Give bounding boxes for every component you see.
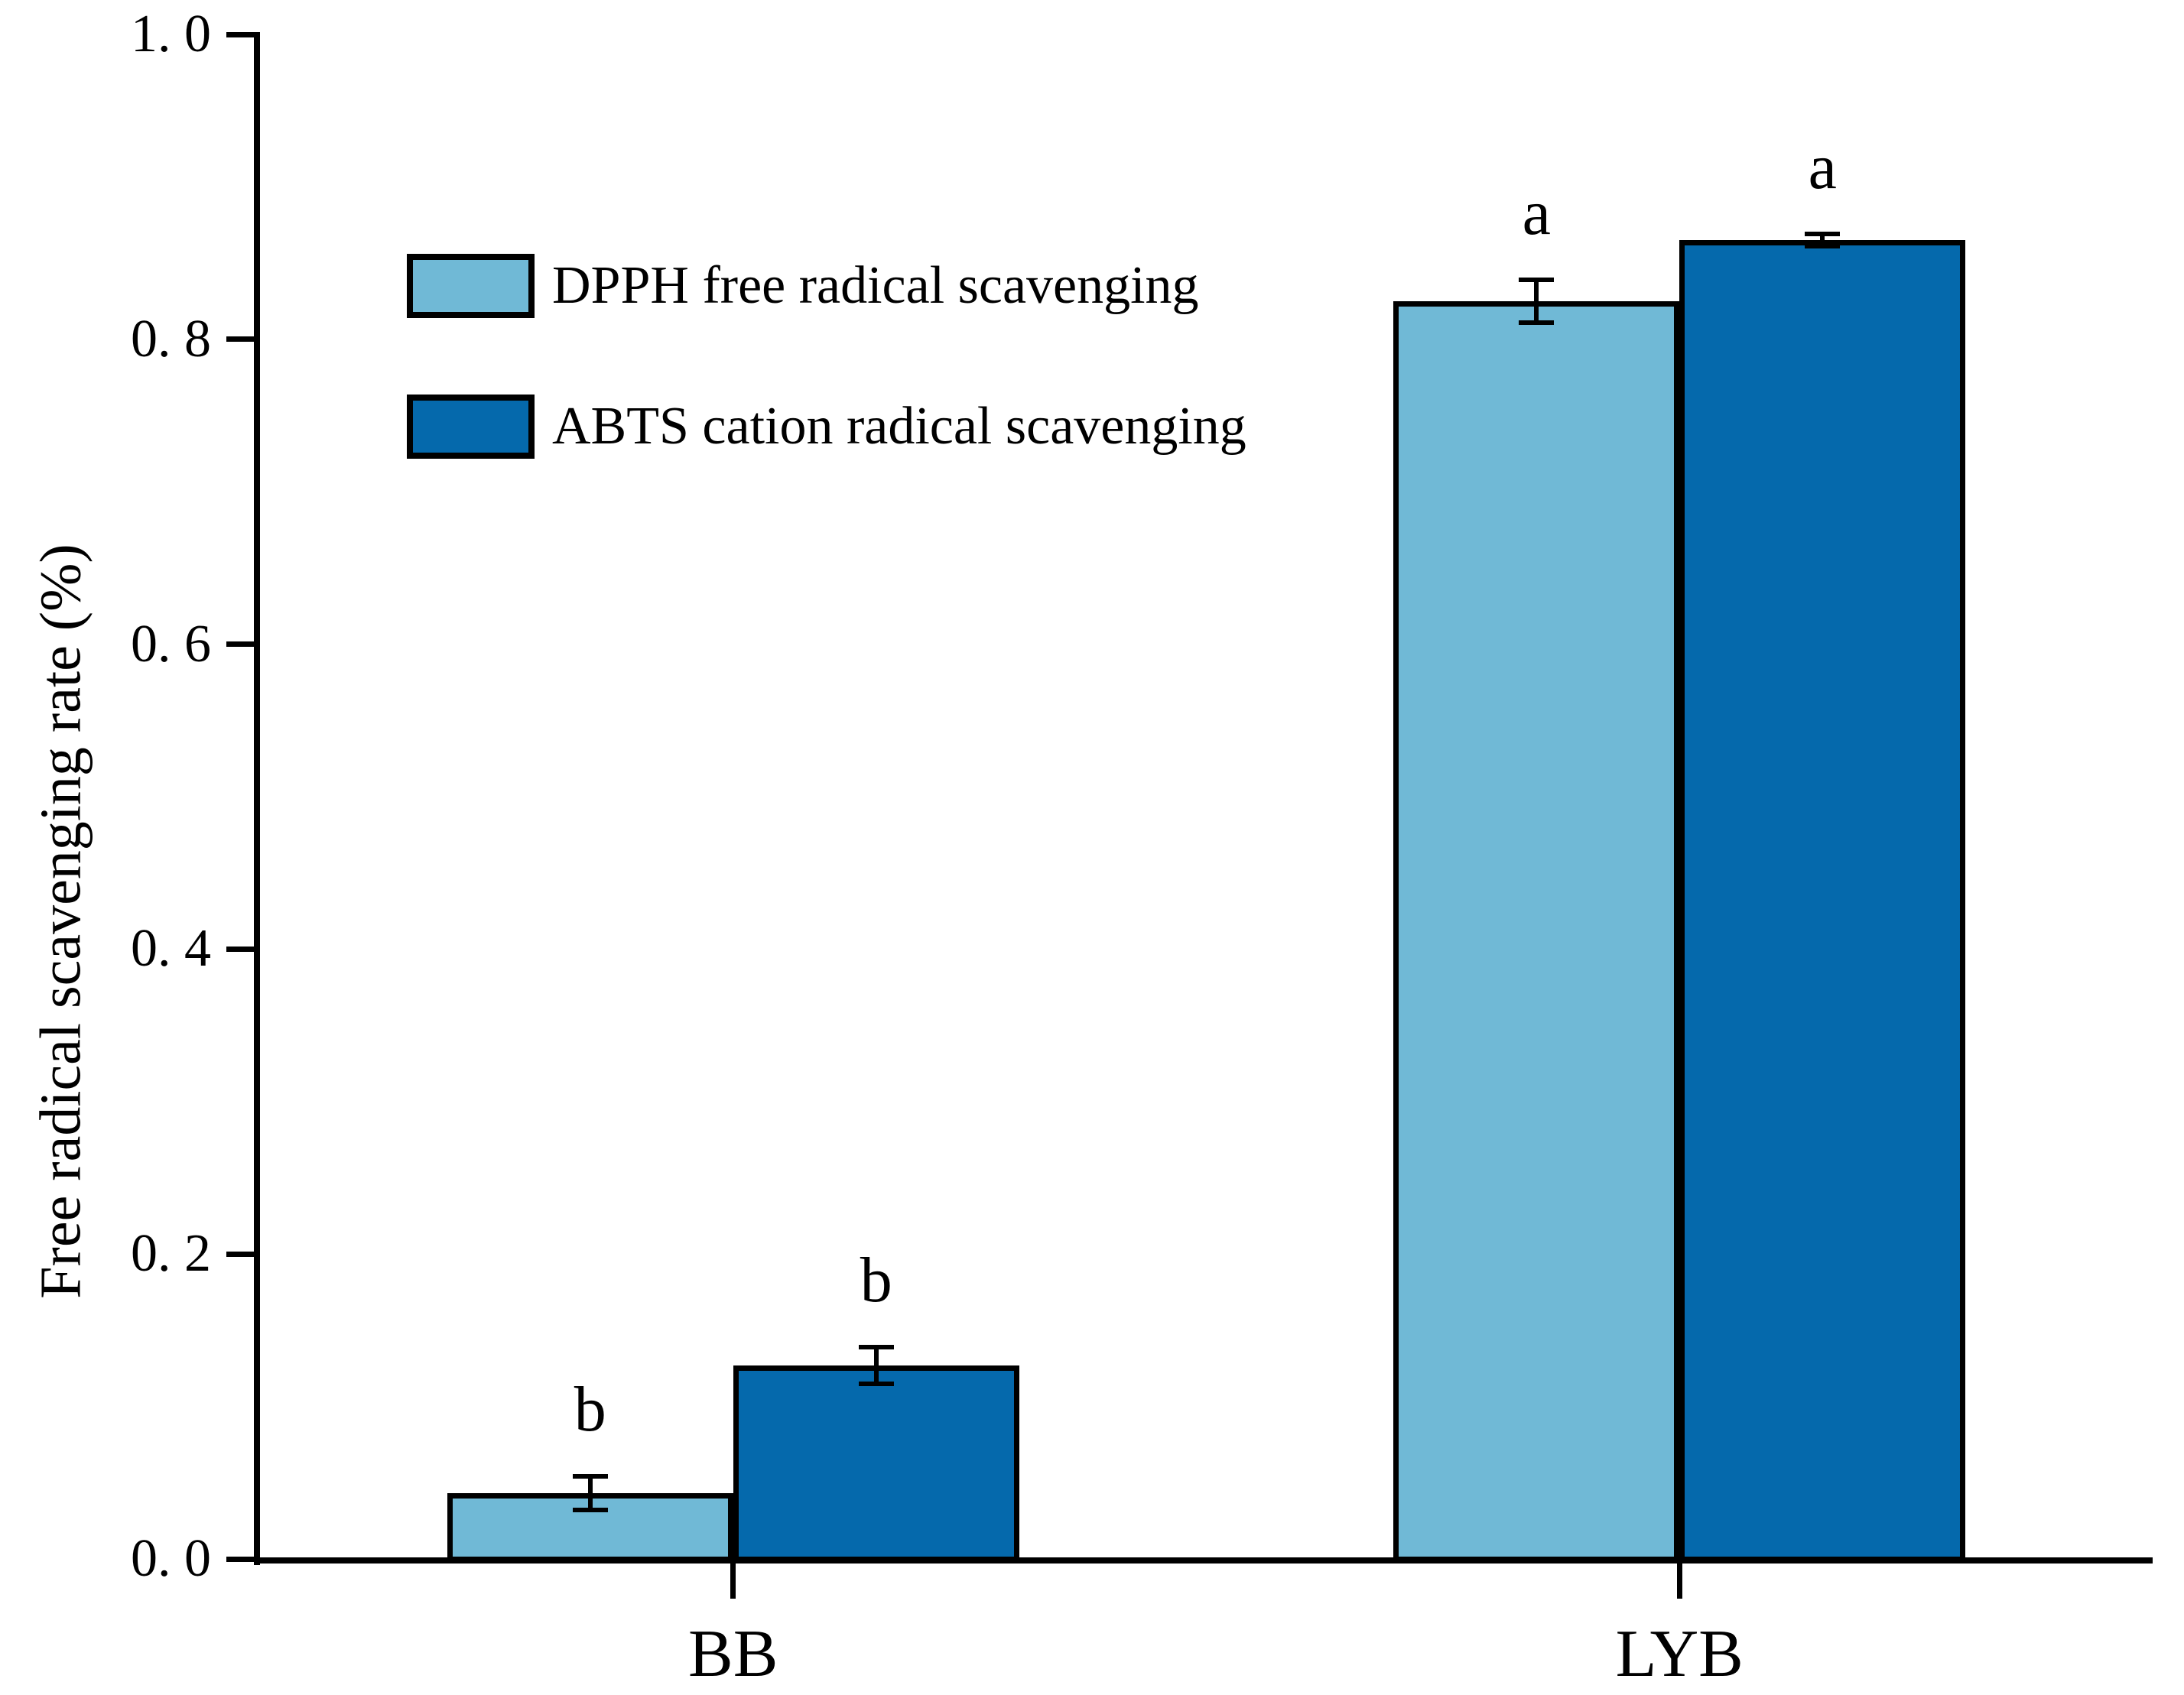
error-bar-cap-bottom bbox=[1519, 320, 1555, 325]
sig-letter: a bbox=[1808, 132, 1837, 203]
y-tick bbox=[226, 946, 260, 952]
x-tick bbox=[730, 1563, 736, 1599]
y-tick-label: 0. 4 bbox=[131, 919, 211, 979]
y-tick bbox=[226, 31, 260, 37]
y-tick bbox=[226, 336, 260, 343]
legend-swatch-dpph bbox=[407, 254, 535, 318]
bar-lyb-dpph bbox=[1393, 300, 1680, 1562]
error-bar-cap-top bbox=[572, 1474, 608, 1479]
y-tick bbox=[226, 1556, 260, 1562]
error-bar bbox=[873, 1346, 879, 1384]
y-tick bbox=[226, 641, 260, 648]
y-tick bbox=[226, 1251, 260, 1257]
legend-label-dpph: DPPH free radical scavenging bbox=[552, 256, 1199, 315]
error-bar bbox=[1534, 280, 1539, 323]
error-bar-cap-bottom bbox=[858, 1381, 894, 1386]
y-tick-label: 0. 6 bbox=[131, 614, 211, 674]
legend-label-abts: ABTS cation radical scavenging bbox=[552, 397, 1246, 456]
sig-letter: b bbox=[860, 1244, 892, 1316]
sig-letter: b bbox=[574, 1374, 606, 1446]
error-bar bbox=[587, 1476, 593, 1511]
error-bar-cap-top bbox=[1519, 278, 1555, 283]
y-tick-label: 0. 8 bbox=[131, 309, 211, 369]
y-tick-label: 0. 2 bbox=[131, 1224, 211, 1284]
x-tick bbox=[1676, 1563, 1682, 1599]
x-axis-spine bbox=[254, 1557, 2153, 1563]
bar-bb-abts bbox=[733, 1365, 1019, 1562]
x-category-label: LYB bbox=[1615, 1617, 1744, 1691]
legend-swatch-abts bbox=[407, 395, 535, 459]
y-axis-spine bbox=[254, 33, 260, 1565]
error-bar-cap-top bbox=[858, 1344, 894, 1349]
sig-letter: a bbox=[1522, 177, 1551, 249]
y-tick-label: 1. 0 bbox=[131, 5, 211, 63]
error-bar-cap-top bbox=[1805, 232, 1841, 237]
bar-lyb-abts bbox=[1679, 240, 1966, 1562]
error-bar-cap-bottom bbox=[572, 1508, 608, 1513]
error-bar-cap-bottom bbox=[1805, 244, 1841, 249]
y-tick-label: 0. 0 bbox=[131, 1529, 211, 1588]
x-category-label: BB bbox=[688, 1617, 778, 1691]
error-bar bbox=[1820, 234, 1825, 247]
